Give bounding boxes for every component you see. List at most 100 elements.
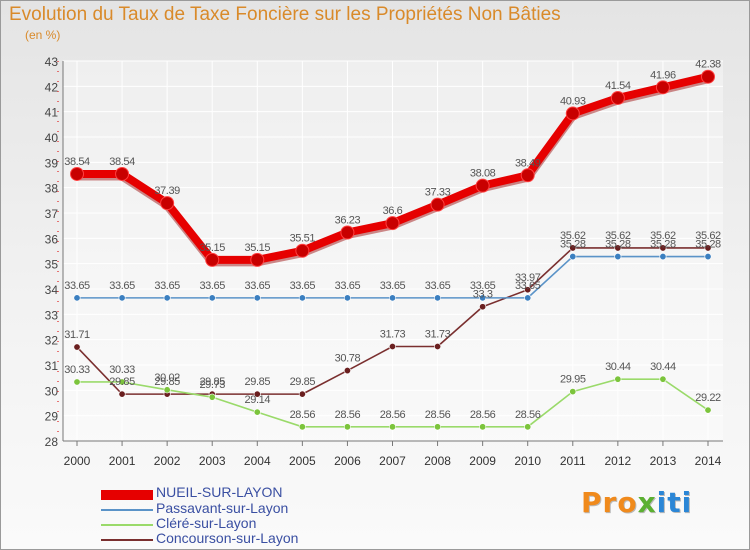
data-point-0: [205, 252, 220, 267]
x-tick-label: 2011: [560, 454, 586, 468]
data-label-1: 33.65: [290, 280, 316, 292]
data-point-2: [659, 375, 667, 383]
data-label-3: 33.3: [473, 289, 493, 301]
x-tick-label: 2003: [199, 454, 226, 468]
data-point-1: [524, 294, 532, 302]
data-label-0: 37.33: [425, 187, 451, 199]
data-point-3: [479, 303, 487, 311]
data-label-2: 30.02: [154, 372, 180, 384]
data-label-2: 29.22: [695, 392, 721, 404]
data-label-0: 38.54: [64, 156, 90, 168]
data-point-3: [524, 286, 532, 294]
data-point-1: [479, 294, 487, 302]
data-label-0: 37.39: [154, 185, 180, 197]
y-tick-label: 32: [45, 334, 59, 348]
data-point-3: [569, 244, 577, 252]
data-label-2: 30.33: [109, 364, 135, 376]
data-point-2: [208, 393, 216, 401]
x-tick-label: 2013: [650, 454, 677, 468]
data-point-1: [659, 253, 667, 261]
data-point-2: [73, 378, 81, 386]
data-point-0: [70, 166, 84, 181]
data-point-2: [343, 423, 351, 431]
data-label-0: 41.54: [605, 80, 631, 92]
data-point-3: [253, 390, 261, 398]
data-label-3: 29.85: [199, 376, 225, 388]
data-label-1: 35.28: [650, 239, 676, 251]
data-point-2: [253, 408, 261, 416]
x-tick-label: 2007: [379, 454, 406, 468]
x-tick-label: 2012: [605, 454, 632, 468]
logo-part-iti: iti: [656, 486, 693, 519]
data-label-0: 38.08: [470, 168, 496, 180]
x-tick-label: 2000: [64, 454, 91, 468]
legend-label-concourson: Concourson-sur-Layon: [156, 530, 299, 546]
data-point-3: [704, 244, 712, 252]
data-point-1: [253, 294, 261, 302]
data-point-0: [385, 216, 400, 231]
data-point-3: [388, 343, 396, 351]
data-label-0: 36.23: [335, 215, 361, 227]
x-tick-label: 2006: [334, 454, 361, 468]
proxiti-logo: Proxiti: [581, 486, 692, 519]
data-label-1: 35.28: [560, 239, 586, 251]
data-label-1: 33.65: [380, 280, 406, 292]
data-label-1: 33.65: [335, 280, 361, 292]
data-point-1: [704, 253, 712, 261]
y-axis-unit-label: (en %): [25, 28, 61, 42]
y-tick-label: 36: [45, 232, 59, 246]
x-tick-label: 2008: [424, 454, 451, 468]
data-point-0: [520, 168, 535, 183]
data-label-2: 29.95: [560, 374, 586, 386]
y-tick-label: 31: [45, 359, 59, 373]
data-point-3: [73, 343, 81, 351]
data-label-1: 33.65: [199, 280, 225, 292]
data-label-0: 38.49: [515, 157, 541, 169]
data-point-0: [250, 252, 265, 267]
y-tick-label: 29: [45, 410, 59, 424]
y-tick-label: 42: [45, 80, 59, 94]
data-point-0: [610, 90, 625, 105]
data-label-3: 35.62: [695, 230, 721, 242]
data-point-1: [73, 294, 81, 302]
legend-label-passavant: Passavant-sur-Layon: [156, 500, 289, 516]
data-point-3: [343, 367, 351, 375]
data-label-2: 28.56: [290, 409, 316, 421]
data-label-3: 35.62: [560, 230, 586, 242]
legend-label-nueil: NUEIL-SUR-LAYON: [156, 484, 283, 500]
data-point-2: [524, 423, 532, 431]
legend-label-clere: Cléré-sur-Layon: [156, 515, 257, 531]
logo-part-pro: Pro: [581, 486, 638, 519]
data-label-2: 28.56: [335, 409, 361, 421]
x-tick-label: 2004: [244, 454, 271, 468]
data-point-0: [340, 225, 355, 240]
data-label-0: 35.15: [245, 242, 271, 254]
y-tick-label: 43: [45, 55, 59, 69]
legend-swatch-nueil: [101, 490, 153, 500]
data-label-0: 40.93: [560, 95, 586, 107]
data-point-1: [569, 253, 577, 261]
x-tick-label: 2002: [154, 454, 181, 468]
data-label-1: 35.28: [695, 239, 721, 251]
y-tick-label: 35: [45, 258, 59, 272]
data-point-2: [434, 423, 442, 431]
data-point-2: [569, 388, 577, 396]
data-label-2: 29.73: [199, 379, 225, 391]
data-label-3: 29.85: [290, 376, 316, 388]
data-point-2: [163, 386, 171, 394]
legend-swatch-passavant: [101, 509, 153, 511]
data-label-0: 42.38: [695, 59, 721, 71]
data-label-1: 33.65: [470, 280, 496, 292]
data-label-1: 33.65: [245, 280, 271, 292]
data-label-3: 30.78: [335, 353, 361, 365]
data-label-3: 29.85: [154, 376, 180, 388]
y-tick-label: 34: [45, 283, 59, 297]
y-tick-label: 37: [45, 207, 59, 221]
data-point-3: [434, 343, 442, 351]
data-label-3: 29.85: [245, 376, 271, 388]
data-point-0: [160, 196, 175, 211]
data-point-2: [614, 375, 622, 383]
data-label-3: 31.73: [425, 329, 451, 341]
data-point-1: [343, 294, 351, 302]
